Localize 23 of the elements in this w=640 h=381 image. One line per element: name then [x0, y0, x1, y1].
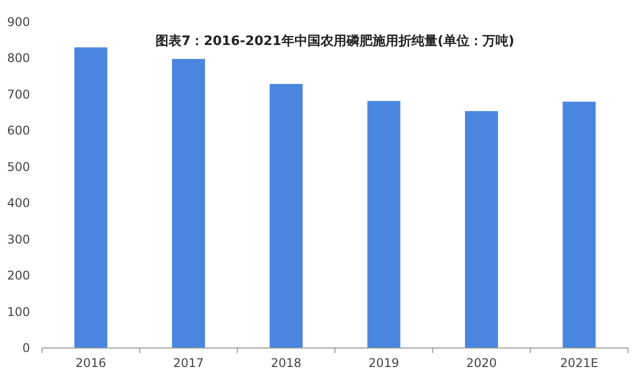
y-tick-label: 600 [7, 124, 30, 138]
y-tick-label: 400 [7, 196, 30, 210]
bar [270, 84, 303, 348]
y-tick-label: 700 [7, 87, 30, 102]
y-tick-label: 0 [22, 341, 30, 355]
bar [74, 47, 108, 348]
y-tick-label: 900 [7, 15, 30, 29]
y-tick-label: 100 [7, 304, 30, 319]
bar [172, 58, 205, 348]
text: 图表7：2016-2021年中国农用磷肥施用折纯量(单位：万吨) [156, 33, 514, 49]
x-tick-label: 2020 [466, 356, 497, 370]
bar [367, 100, 400, 348]
x-tick-label: 2019 [368, 356, 400, 370]
bar [562, 102, 596, 348]
y-tick-label: 800 [7, 51, 30, 66]
y-tick-label: 200 [7, 268, 30, 283]
x-tick-label: 2021E [560, 356, 598, 370]
x-tick-label: 2016 [76, 356, 106, 370]
x-tick-label: 2017 [173, 356, 204, 370]
y-tick-label: 300 [7, 232, 30, 246]
bar [465, 111, 498, 348]
x-tick-label: 2018 [270, 356, 302, 370]
y-tick-label: 500 [7, 160, 30, 174]
